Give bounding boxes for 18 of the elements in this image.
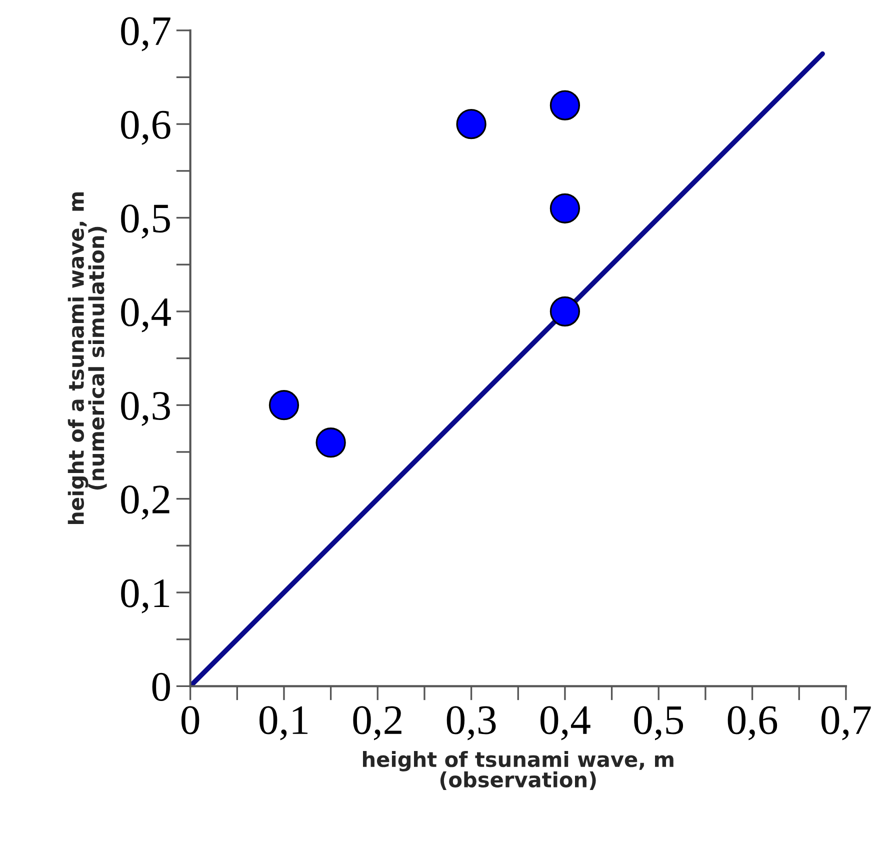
y-tick-label: 0 (152, 672, 170, 702)
x-tick-label: 0,4 (540, 706, 590, 740)
x-tick-label: 0,7 (821, 706, 871, 740)
x-tick-label: 0,2 (353, 706, 402, 740)
y-tick-label: 0,3 (121, 392, 170, 426)
x-tick-label: 0,1 (260, 706, 308, 740)
y-axis-title: height of a tsunami wave, m (numerical simulation) (68, 192, 107, 524)
x-tick-label: 0,6 (728, 706, 778, 740)
x-tick-label: 0,3 (446, 706, 496, 740)
x-tick-label: 0,5 (634, 706, 684, 740)
x-axis-title: height of tsunami wave, m (observation) (362, 751, 674, 790)
y-tick-label: 0,7 (121, 17, 170, 52)
y-tick-label: 0,2 (121, 486, 170, 520)
y-tick-label: 0,1 (121, 579, 170, 614)
x-tick-label: 0 (181, 706, 200, 734)
y-tick-label: 0,5 (121, 204, 170, 239)
y-tick-label: 0,6 (121, 110, 170, 145)
y-tick-label: 0,4 (121, 298, 171, 332)
